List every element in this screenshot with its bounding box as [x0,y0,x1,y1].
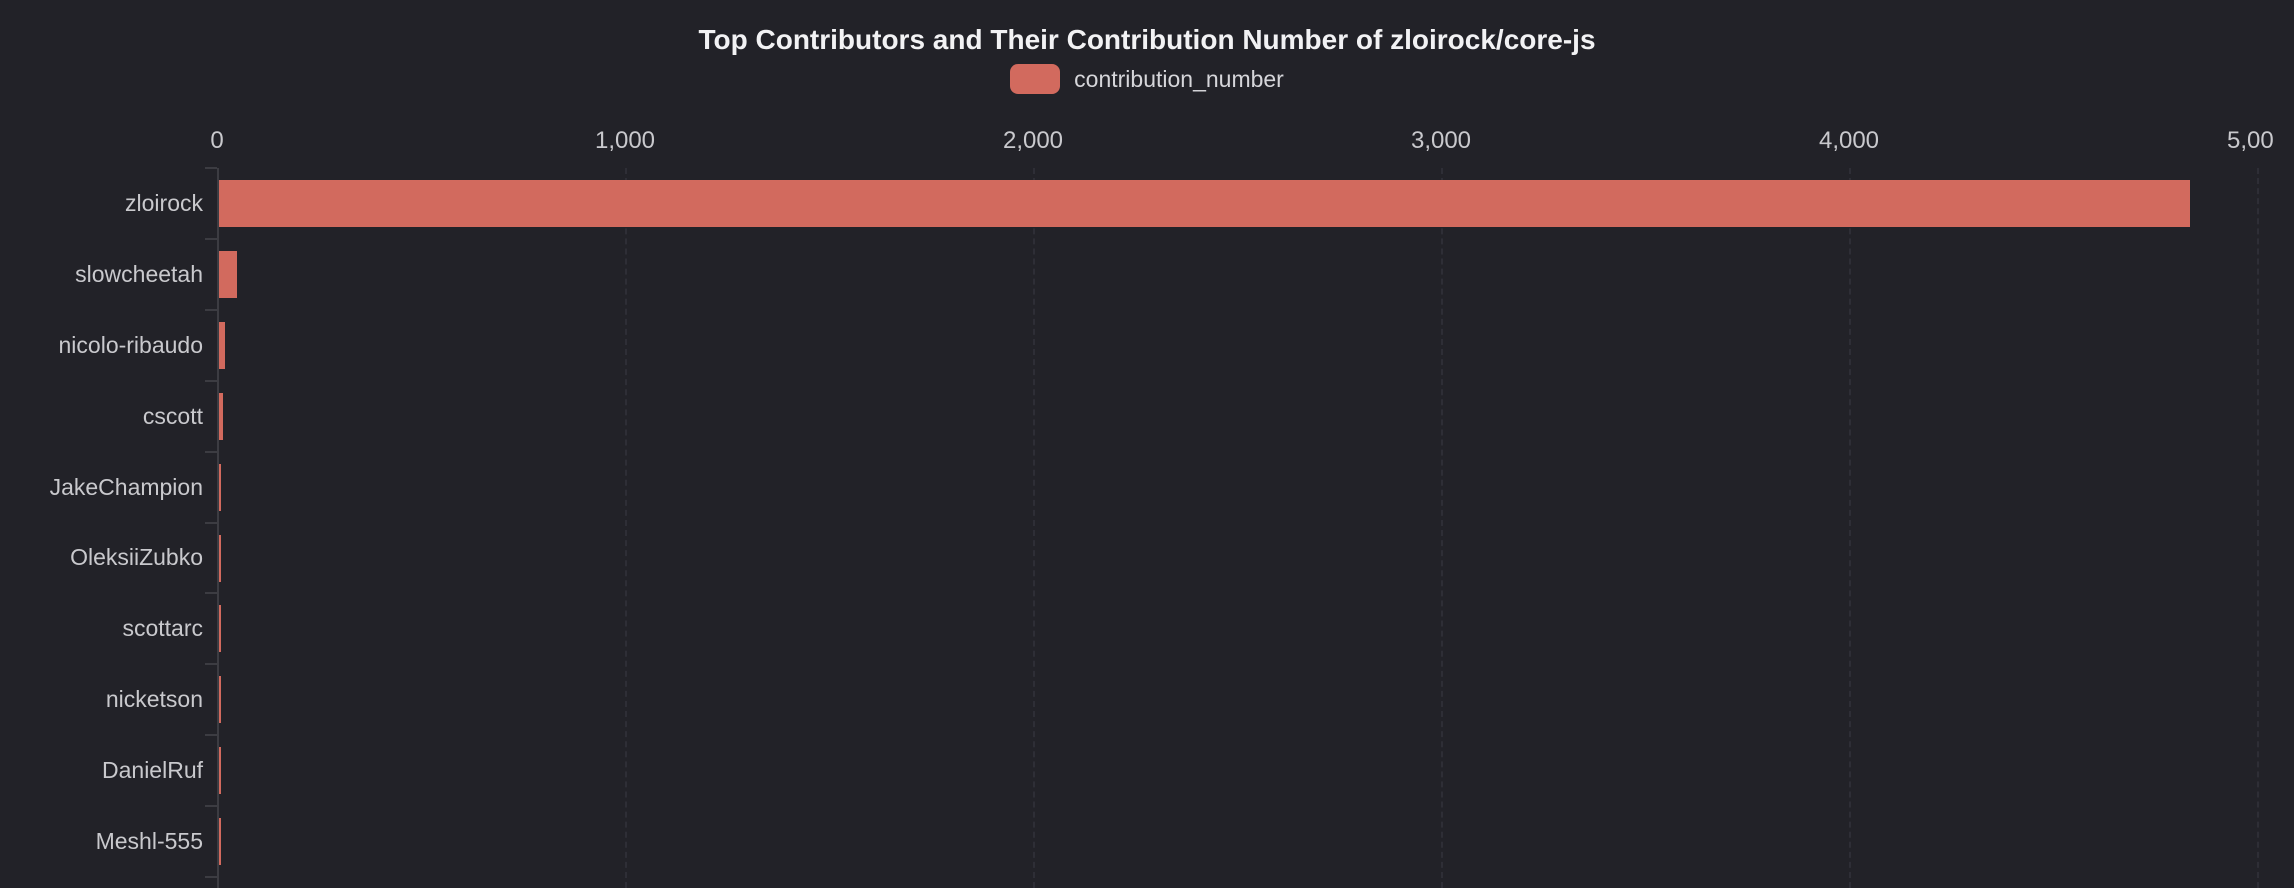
y-axis-tick [205,805,217,808]
gridline [1033,168,1035,888]
y-axis-label: nicketson [105,686,203,713]
gridline [1849,168,1851,888]
y-axis-label: scottarc [122,615,203,642]
y-axis-tick [205,521,217,524]
legend: contribution_number [0,64,2294,94]
bar-oleksiizubko[interactable] [219,534,222,582]
bar-meshl-555[interactable] [219,818,221,866]
y-axis-tick [205,379,217,382]
gridline [625,168,627,888]
legend-item-contribution-number[interactable]: contribution_number [1010,64,1284,94]
y-axis-labels: zloirock slowcheetah nicolo-ribaudo cscott J… [0,168,203,888]
x-axis-tick-label: 2,000 [1002,127,1064,154]
bar-nicketson[interactable] [219,676,221,724]
y-axis-label: DanielRuf [102,757,203,784]
x-axis-tick-label: 0 [210,127,224,154]
bar-danielruf[interactable] [219,747,221,795]
y-axis-label: cscott [142,402,203,429]
legend-swatch-icon [1010,64,1061,94]
bar-nicolo-ribaudo[interactable] [219,321,226,369]
y-axis-tick [205,308,217,311]
chart-title: Top Contributors and Their Contribution … [698,24,1596,55]
y-axis-label: JakeChampion [49,473,203,500]
bar-cscott[interactable] [219,392,224,440]
y-axis-tick [205,592,217,595]
y-axis-label: zloirock [125,189,203,216]
y-axis-tick [205,450,217,453]
legend-label: contribution_number [1074,65,1284,92]
y-axis-label: nicolo-ribaudo [58,331,203,358]
y-axis-tick [205,663,217,666]
gridline [2257,168,2259,888]
y-axis-line [217,168,219,888]
y-axis-label: slowcheetah [75,260,203,287]
y-axis-tick [205,167,217,169]
y-axis-label: OleksiiZubko [70,544,203,571]
y-axis-tick [205,237,217,240]
bar-zloirock[interactable] [219,180,2190,227]
x-axis: 0 1,000 2,000 3,000 4,000 5,000 [0,126,2274,156]
x-axis-tick-label: 4,000 [1818,127,1880,154]
x-axis-tick-label: 5,000 [2226,127,2274,154]
bar-slowcheetah[interactable] [219,250,238,298]
plot-area [205,167,2294,888]
bar-scottarc[interactable] [219,605,222,653]
y-axis-tick [205,876,217,878]
x-axis-tick-label: 1,000 [594,127,656,154]
bar-jakechampion[interactable] [219,463,222,511]
y-axis-label: Meshl-555 [95,828,203,855]
gridline [1441,168,1443,888]
y-axis-tick [205,734,217,737]
x-axis-tick-label: 3,000 [1410,127,1472,154]
